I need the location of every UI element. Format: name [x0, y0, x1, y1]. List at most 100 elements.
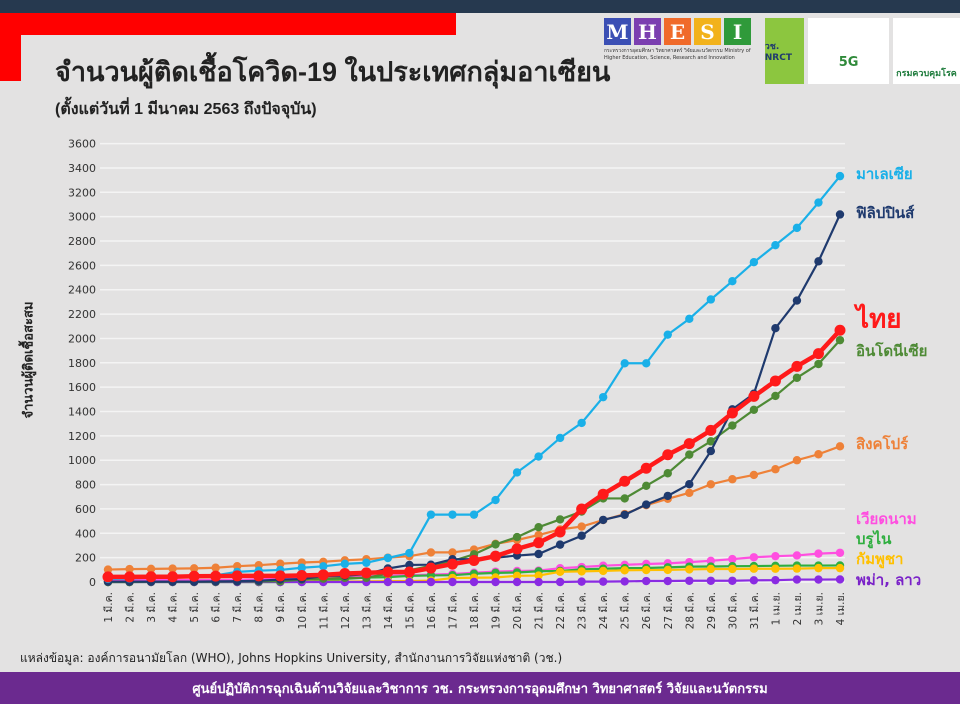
data-point [534, 577, 543, 587]
data-point [534, 549, 543, 559]
mhesi-letter: I [724, 18, 751, 45]
data-point [577, 577, 586, 586]
y-tick-label: 1000 [68, 454, 96, 467]
data-point [168, 564, 177, 573]
data-point [426, 577, 436, 587]
x-tick-label: 27 มี.ค. [662, 592, 675, 629]
data-point [103, 565, 113, 574]
x-tick-label: 8 มี.ค. [253, 592, 266, 623]
data-point [511, 543, 523, 555]
data-point [642, 565, 651, 575]
data-point [597, 488, 609, 500]
data-point [706, 576, 716, 585]
x-tick-label: 30 มี.ค. [726, 592, 739, 629]
mhesi-caption: กระทรวงการอุดมศึกษา วิทยาศาสตร์ วิจัยและ… [604, 48, 751, 61]
data-point [555, 433, 565, 443]
data-point [360, 567, 372, 579]
series-label: ฟิลิปปินส์ [856, 204, 915, 222]
data-point [726, 407, 738, 419]
x-tick-label: 10 มี.ค. [296, 592, 309, 629]
x-tick-label: 22 มี.ค. [554, 592, 567, 629]
data-point [814, 359, 823, 369]
data-point [253, 570, 265, 582]
data-point [706, 437, 716, 446]
series-line-ไทย [108, 328, 842, 580]
data-point [814, 257, 823, 266]
ddc-logo: กรมควบคุมโรค [892, 18, 960, 84]
data-point [663, 469, 672, 478]
data-point [598, 515, 608, 525]
data-point [748, 390, 760, 402]
data-point [211, 563, 220, 572]
data-point [490, 550, 502, 562]
data-point [685, 565, 694, 574]
data-point [663, 576, 672, 586]
x-tick-label: 19 มี.ค. [490, 592, 503, 629]
data-point [792, 564, 802, 573]
x-tick-label: 16 มี.ค. [425, 592, 438, 629]
data-point [125, 564, 134, 574]
y-tick-label: 2600 [68, 259, 96, 272]
data-point [835, 575, 845, 584]
data-point [685, 488, 694, 498]
data-point [771, 564, 780, 573]
data-point [792, 223, 802, 233]
data-point [835, 335, 845, 345]
data-point [554, 526, 566, 538]
x-tick-label: 2 มี.ค. [124, 592, 137, 623]
data-point [577, 567, 586, 576]
data-point [296, 570, 308, 582]
data-point [728, 277, 737, 286]
y-tick-label: 2200 [68, 308, 96, 321]
x-tick-label: 1 เม.ย. [770, 592, 782, 625]
data-point [297, 563, 306, 572]
data-point [512, 571, 522, 580]
data-point [728, 576, 737, 585]
data-point [317, 569, 329, 581]
data-point [382, 566, 394, 578]
data-point [620, 510, 629, 519]
data-point [555, 567, 565, 576]
series-label: กัมพูชา [856, 549, 904, 568]
data-point [405, 577, 414, 587]
x-tick-label: 28 มี.ค. [683, 592, 696, 629]
data-source: แหล่งข้อมูล: องค์การอนามัยโลก (WHO), Joh… [20, 651, 563, 665]
x-tick-label: 13 มี.ค. [360, 592, 373, 629]
data-point [792, 296, 802, 305]
y-tick-label: 3000 [68, 211, 96, 224]
x-tick-label: 12 มี.ค. [339, 592, 352, 629]
top-bar [0, 0, 960, 13]
data-point [728, 564, 737, 574]
data-point [231, 570, 243, 582]
5g-logo: 5G [808, 18, 889, 84]
data-point [663, 491, 672, 501]
data-point [448, 510, 457, 519]
data-point [792, 575, 802, 584]
data-point [728, 421, 737, 430]
x-tick-label: 15 มี.ค. [403, 592, 416, 629]
data-point [468, 554, 480, 566]
data-point [512, 577, 522, 587]
data-point [405, 548, 414, 558]
data-point [706, 295, 716, 304]
y-tick-label: 200 [75, 552, 96, 565]
data-point [812, 348, 824, 360]
data-point [340, 559, 350, 569]
data-point [791, 360, 803, 372]
data-point [640, 462, 652, 474]
data-point [362, 558, 371, 567]
data-point [469, 510, 479, 519]
data-point [102, 571, 114, 583]
data-point [771, 240, 780, 250]
data-point [189, 564, 199, 573]
data-point [814, 198, 823, 207]
data-point [146, 564, 156, 574]
x-tick-label: 18 มี.ค. [468, 592, 481, 629]
data-point [598, 577, 608, 586]
data-point [792, 551, 802, 560]
data-point [555, 577, 565, 587]
data-point [771, 324, 780, 333]
data-point [663, 330, 672, 339]
y-tick-label: 1200 [68, 430, 96, 443]
